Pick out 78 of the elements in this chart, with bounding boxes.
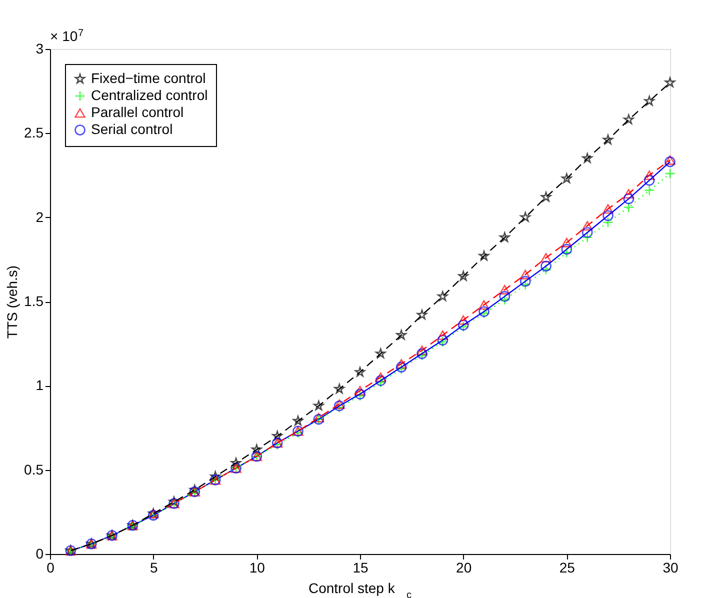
point: [416, 346, 428, 356]
point: [644, 96, 654, 106]
point: [582, 227, 593, 238]
legend-label: Parallel control: [91, 104, 184, 120]
point: [644, 185, 655, 196]
point: [478, 300, 490, 310]
x-tick-label: 20: [456, 560, 472, 576]
point: [644, 174, 655, 186]
point: [664, 77, 676, 88]
point: [561, 247, 572, 258]
y-tick-label: 3: [36, 40, 44, 56]
x-tick-label: 10: [249, 560, 266, 576]
y-tick-label: 1.5: [24, 293, 44, 309]
point: [623, 193, 634, 204]
point: [416, 310, 428, 320]
point: [644, 170, 655, 180]
point: [334, 384, 344, 394]
x-tick-label: 25: [559, 560, 576, 576]
point: [478, 250, 490, 261]
x-tick-label: 5: [150, 560, 158, 576]
point: [437, 330, 448, 340]
point: [602, 204, 614, 214]
x-tick-label: 15: [352, 560, 368, 576]
y-tick-label: 0: [36, 546, 44, 562]
point: [664, 155, 676, 165]
point: [623, 189, 634, 199]
legend-label: Centralized control: [91, 87, 208, 103]
y-tick-label: 1: [36, 377, 44, 394]
y-tick-label: 2.5: [24, 124, 44, 141]
point: [582, 220, 593, 231]
point: [664, 156, 676, 168]
point: [562, 173, 572, 184]
y-axis-title: TTS (veh.s): [4, 265, 20, 339]
x-tick-label: 30: [662, 560, 678, 576]
point: [582, 153, 592, 163]
point: [561, 238, 572, 248]
point: [354, 366, 366, 377]
point: [354, 386, 366, 396]
point: [499, 294, 510, 306]
point: [375, 372, 386, 382]
point: [334, 399, 345, 409]
point: [314, 400, 324, 410]
point: [540, 192, 552, 202]
point: [500, 232, 510, 242]
point: [520, 270, 531, 280]
point: [396, 359, 407, 369]
x-tick-label: 0: [46, 560, 55, 576]
point: [438, 291, 448, 301]
legend-label: Serial control: [91, 121, 173, 137]
y-tick-label: 2: [36, 208, 44, 225]
point: [230, 458, 242, 468]
point: [520, 279, 531, 290]
point: [520, 212, 530, 222]
y-tick-label: 0.5: [24, 461, 44, 478]
point: [540, 260, 552, 272]
point: [540, 264, 552, 275]
point: [252, 444, 262, 454]
point: [313, 412, 324, 422]
point: [499, 291, 510, 302]
point: [540, 252, 552, 262]
point: [499, 284, 510, 294]
point: [602, 216, 614, 228]
point: [396, 330, 406, 340]
point: [376, 348, 386, 358]
legend-label: Fixed−time control: [91, 70, 206, 86]
point: [582, 232, 593, 243]
point: [602, 134, 614, 144]
point: [602, 210, 614, 222]
point: [458, 315, 469, 325]
point: [561, 244, 572, 255]
point: [623, 202, 634, 213]
point: [458, 270, 468, 281]
point: [292, 416, 304, 426]
point: [520, 276, 531, 287]
point: [210, 471, 220, 482]
point: [624, 114, 634, 124]
point: [272, 430, 282, 441]
point: [664, 168, 676, 179]
